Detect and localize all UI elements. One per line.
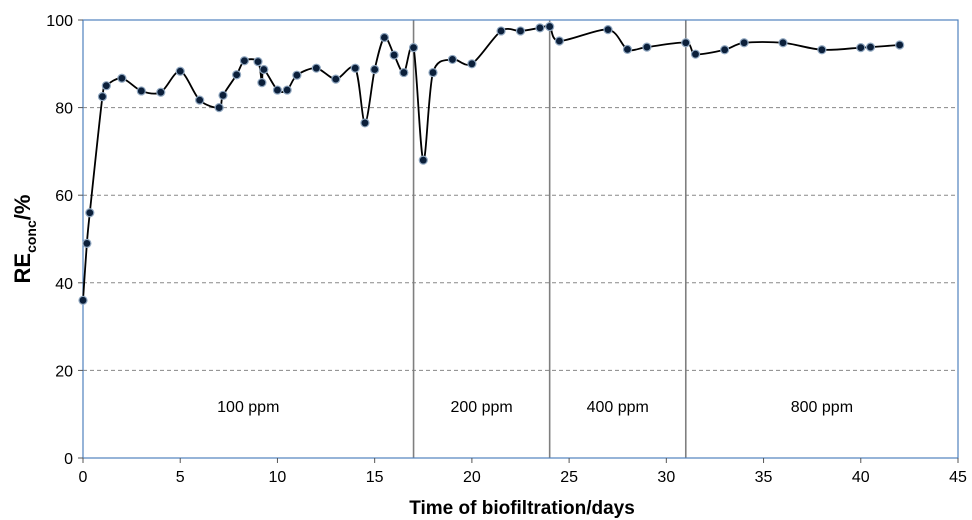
data-point-11 (218, 90, 228, 100)
data-point-43 (720, 45, 730, 55)
y-tick-label-40: 40 (55, 276, 73, 293)
plot-frame (82, 19, 959, 459)
data-point-29 (418, 155, 428, 165)
data-point-6 (136, 86, 146, 96)
data-point-21 (331, 74, 341, 84)
x-tick-label-10: 10 (269, 469, 287, 486)
data-point-37 (554, 36, 564, 46)
data-point-14 (253, 57, 263, 67)
y-tick-label-100: 100 (46, 13, 73, 30)
phase-label-3: 800 ppm (791, 399, 853, 416)
data-point-0 (78, 295, 88, 305)
data-point-4 (101, 81, 111, 91)
data-point-35 (535, 23, 545, 33)
y-axis-title-main: RE (10, 253, 35, 284)
data-point-18 (282, 85, 292, 95)
data-point-2 (85, 208, 95, 218)
data-point-44 (739, 38, 749, 48)
data-point-33 (496, 26, 506, 36)
data-point-31 (447, 54, 458, 65)
data-point-25 (379, 32, 389, 43)
x-tick-label-30: 30 (657, 469, 675, 486)
y-axis: 0 20 40 60 80 100 (46, 13, 83, 468)
y-axis-title: REconc/% (10, 195, 39, 284)
data-point-13 (239, 56, 249, 66)
data-point-19 (292, 70, 302, 80)
data-point-48 (865, 42, 876, 52)
y-tick-label-60: 60 (55, 188, 73, 205)
data-point-22 (350, 63, 360, 73)
data-point-27 (399, 67, 409, 78)
data-point-40 (642, 42, 652, 52)
data-point-26 (389, 50, 399, 60)
data-point-7 (156, 87, 166, 97)
data-point-42 (690, 49, 701, 59)
y-tick-label-20: 20 (55, 363, 73, 380)
phase-labels: 100 ppm 200 ppm 400 ppm 800 ppm (217, 399, 853, 416)
y-axis-title-tail: /% (10, 195, 35, 221)
phase-label-1: 200 ppm (450, 399, 512, 416)
data-point-24 (370, 64, 380, 75)
x-tick-label-0: 0 (79, 469, 88, 486)
data-point-10 (214, 102, 224, 113)
data-point-28 (408, 42, 419, 53)
data-point-23 (360, 118, 370, 128)
data-point-41 (681, 38, 691, 48)
data-point-46 (817, 45, 827, 55)
x-tick-label-45: 45 (949, 469, 967, 486)
y-tick-label-80: 80 (55, 101, 73, 118)
data-point-49 (895, 40, 905, 50)
x-tick-label-20: 20 (463, 469, 481, 486)
data-point-32 (467, 59, 477, 69)
series-markers (78, 21, 905, 305)
data-point-39 (622, 44, 633, 54)
x-tick-label-35: 35 (755, 469, 773, 486)
data-point-8 (175, 66, 185, 76)
x-tick-label-5: 5 (176, 469, 185, 486)
data-point-5 (117, 73, 127, 83)
phase-label-0: 100 ppm (217, 399, 279, 416)
data-point-17 (272, 85, 283, 95)
phase-label-2: 400 ppm (587, 399, 649, 416)
data-point-20 (311, 63, 321, 73)
y-axis-title-sub: conc (23, 220, 39, 253)
data-point-38 (603, 25, 613, 35)
data-point-9 (195, 95, 205, 105)
phase-dividers (412, 20, 687, 458)
x-tick-label-25: 25 (560, 469, 578, 486)
data-point-45 (778, 38, 788, 48)
y-tick-label-0: 0 (64, 451, 73, 468)
grid-lines (83, 107, 958, 371)
data-point-16 (259, 64, 269, 75)
data-point-36 (545, 21, 555, 32)
x-axis-title: Time of biofiltration/days (409, 498, 635, 519)
x-tick-label-40: 40 (852, 469, 870, 486)
data-point-3 (97, 92, 108, 102)
x-tick-label-15: 15 (366, 469, 384, 486)
series-line (82, 24, 900, 301)
x-axis: 0 5 10 15 20 25 30 35 40 45 (79, 458, 967, 486)
data-point-47 (856, 42, 866, 53)
data-point-12 (232, 70, 242, 80)
data-point-1 (82, 238, 92, 248)
data-point-34 (515, 26, 526, 36)
data-point-15 (257, 78, 267, 88)
data-point-30 (428, 67, 438, 78)
